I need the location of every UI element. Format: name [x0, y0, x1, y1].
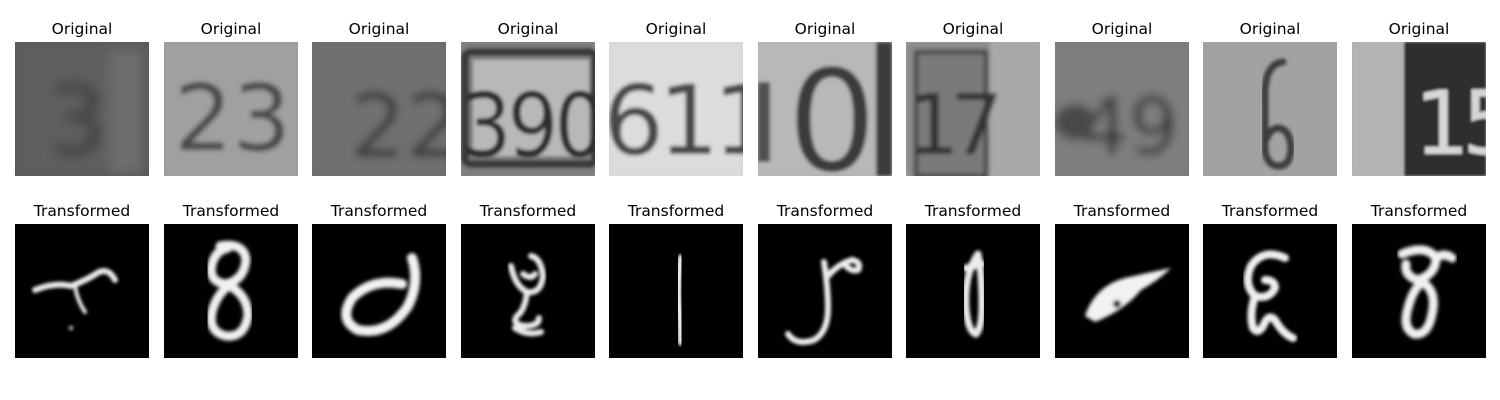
transformed-image-1	[15, 224, 149, 358]
panel-title: Transformed	[1221, 202, 1319, 220]
svg-text:49: 49	[1079, 83, 1178, 173]
panel-title: Original	[51, 20, 113, 38]
original-image-2: 23	[164, 42, 298, 176]
original-image-6: 0	[758, 42, 892, 176]
transformed-image-3	[312, 224, 446, 358]
svg-text:22: 22	[350, 75, 446, 176]
panel-title: Transformed	[627, 202, 725, 220]
original-image-4: 390	[461, 42, 595, 176]
panel-title: Original	[942, 20, 1004, 38]
transformed-image-10	[1352, 224, 1486, 358]
transformed-image-6	[758, 224, 892, 358]
panel-title: Original	[497, 20, 559, 38]
panel-title: Transformed	[33, 202, 131, 220]
svg-text:15: 15	[1414, 72, 1486, 175]
original-image-8: 49	[1055, 42, 1189, 176]
transformed-image-2	[164, 224, 298, 358]
svg-text:611: 611	[609, 65, 743, 176]
transformed-image-8	[1055, 224, 1189, 358]
panel-title: Transformed	[1370, 202, 1468, 220]
panel-title: Transformed	[479, 202, 577, 220]
panel-title: Transformed	[182, 202, 280, 220]
svg-text:0: 0	[787, 42, 876, 176]
panel-title: Transformed	[776, 202, 874, 220]
original-image-5: 611	[609, 42, 743, 176]
transformed-image-4	[461, 224, 595, 358]
panel-title: Transformed	[330, 202, 428, 220]
svg-text:23: 23	[174, 65, 291, 172]
panel-title: Original	[348, 20, 410, 38]
transformed-image-7	[906, 224, 1040, 358]
original-image-1: 3	[15, 42, 149, 176]
panel-title: Original	[200, 20, 262, 38]
svg-text:17: 17	[907, 76, 997, 174]
panel-title: Transformed	[924, 202, 1022, 220]
panel-title: Original	[1239, 20, 1301, 38]
original-image-9	[1203, 42, 1337, 176]
svg-text:390: 390	[461, 75, 595, 176]
transformed-image-5	[609, 224, 743, 358]
panel-title: Original	[1388, 20, 1450, 38]
panel-title: Original	[794, 20, 856, 38]
panel-title: Original	[1091, 20, 1153, 38]
panel-title: Original	[645, 20, 707, 38]
panel-title: Transformed	[1073, 202, 1171, 220]
transformed-image-9	[1203, 224, 1337, 358]
original-image-10: 15	[1352, 42, 1486, 176]
original-image-3: 22	[312, 42, 446, 176]
svg-text:3: 3	[47, 67, 107, 176]
original-image-7: 17	[906, 42, 1040, 176]
